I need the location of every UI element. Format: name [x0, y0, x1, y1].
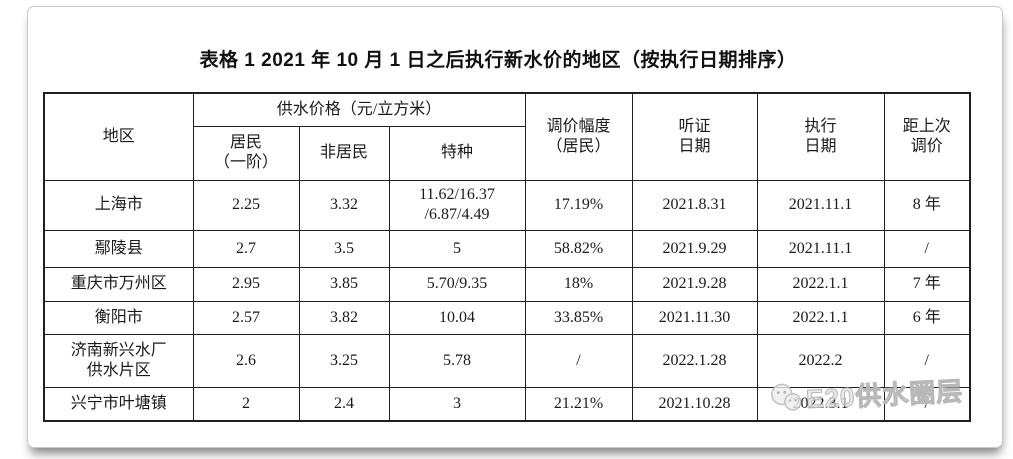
cell-non-resident-price: 3.85	[298, 266, 390, 302]
cell-non-resident-price: 3.5	[298, 229, 390, 268]
cell-region: 衡阳市	[43, 300, 194, 335]
table-row: 兴宁市叶塘镇 2 2.4 3 21.21% 2021.10.28 2022.3.…	[43, 386, 971, 422]
water-price-table: 地区 供水价格（元/立方米） 调价幅度 （居民） 听证 日期 执行 日期 距上次…	[43, 92, 971, 422]
cell-resident-price: 2	[192, 386, 300, 422]
cell-since-last: 6 年	[883, 300, 971, 335]
table-row: 上海市 2.25 3.32 11.62/16.37 /6.87/4.49 17.…	[43, 179, 971, 231]
table-row: 重庆市万州区 2.95 3.85 5.70/9.35 18% 2021.9.28…	[43, 266, 971, 302]
cell-hearing-date: 2021.9.28	[631, 266, 758, 302]
cell-region: 鄢陵县	[43, 229, 194, 268]
cell-adjustment: 17.19%	[524, 179, 633, 231]
cell-non-resident-price: 3.82	[298, 300, 390, 335]
cell-hearing-date: 2021.10.28	[631, 386, 758, 422]
header-row-group: 地区 供水价格（元/立方米） 调价幅度 （居民） 听证 日期 执行 日期 距上次…	[43, 92, 971, 181]
cell-non-resident-price: 2.4	[298, 386, 390, 422]
cell-effective-date: 2022.1.1	[756, 266, 885, 302]
col-header-non-resident: 非居民	[298, 125, 390, 181]
cell-special-price: 5.70/9.35	[388, 266, 526, 302]
cell-resident-price: 2.57	[192, 300, 300, 335]
cell-hearing-date: 2022.1.28	[631, 333, 758, 388]
cell-special-price: 11.62/16.37 /6.87/4.49	[388, 179, 526, 231]
header-row-sub: 居民 （一阶） 非居民 特种	[44, 125, 970, 181]
cell-resident-price: 2.25	[192, 179, 300, 231]
cell-hearing-date: 2021.11.30	[631, 300, 758, 335]
cell-adjustment: /	[524, 333, 633, 388]
col-header-resident: 居民 （一阶）	[192, 125, 300, 181]
cell-special-price: 3	[388, 386, 526, 422]
cell-since-last: 8 年	[883, 179, 971, 231]
table-row: 衡阳市 2.57 3.82 10.04 33.85% 2021.11.30 20…	[43, 300, 971, 335]
cell-region: 上海市	[43, 179, 194, 231]
cell-special-price: 5	[388, 229, 526, 268]
cell-effective-date: 2022.3.1	[756, 386, 885, 422]
col-header-region: 地区	[43, 92, 194, 181]
cell-non-resident-price: 3.32	[298, 179, 390, 231]
cell-special-price: 10.04	[388, 300, 526, 335]
cell-adjustment: 58.82%	[524, 229, 633, 268]
table-title: 表格 1 2021 年 10 月 1 日之后执行新水价的地区（按执行日期排序）	[199, 50, 797, 71]
cell-region: 重庆市万州区	[43, 266, 194, 302]
cell-since-last: /	[883, 229, 971, 268]
col-header-hearing-date: 听证 日期	[631, 92, 758, 181]
cell-effective-date: 2021.11.1	[756, 179, 885, 231]
cell-effective-date: 2021.11.1	[756, 229, 885, 268]
col-header-price-group: 供水价格（元/立方米）	[192, 92, 526, 127]
document-page: 表格 1 2021 年 10 月 1 日之后执行新水价的地区（按执行日期排序） …	[27, 6, 1003, 448]
table-row: 济南新兴水厂 供水片区 2.6 3.25 5.78 / 2022.1.28 20…	[43, 333, 971, 388]
table-row: 鄢陵县 2.7 3.5 5 58.82% 2021.9.29 2021.11.1…	[43, 229, 971, 268]
col-header-adjustment: 调价幅度 （居民）	[524, 92, 633, 181]
cell-since-last: /	[883, 386, 971, 422]
cell-region: 兴宁市叶塘镇	[43, 386, 194, 422]
cell-adjustment: 18%	[524, 266, 633, 302]
col-header-special: 特种	[388, 125, 526, 181]
cell-hearing-date: 2021.9.29	[631, 229, 758, 268]
cell-resident-price: 2.6	[192, 333, 300, 388]
cell-since-last: /	[883, 333, 971, 388]
cell-effective-date: 2022.1.1	[756, 300, 885, 335]
col-header-since-last: 距上次 调价	[883, 92, 971, 181]
cell-non-resident-price: 3.25	[298, 333, 390, 388]
col-header-effective-date: 执行 日期	[756, 92, 885, 181]
cell-effective-date: 2022.2	[756, 333, 885, 388]
cell-resident-price: 2.95	[192, 266, 300, 302]
cell-region: 济南新兴水厂 供水片区	[43, 333, 194, 388]
cell-special-price: 5.78	[388, 333, 526, 388]
cell-since-last: 7 年	[883, 266, 971, 302]
cell-adjustment: 21.21%	[524, 386, 633, 422]
cell-hearing-date: 2021.8.31	[631, 179, 758, 231]
cell-resident-price: 2.7	[192, 229, 300, 268]
cell-adjustment: 33.85%	[524, 300, 633, 335]
